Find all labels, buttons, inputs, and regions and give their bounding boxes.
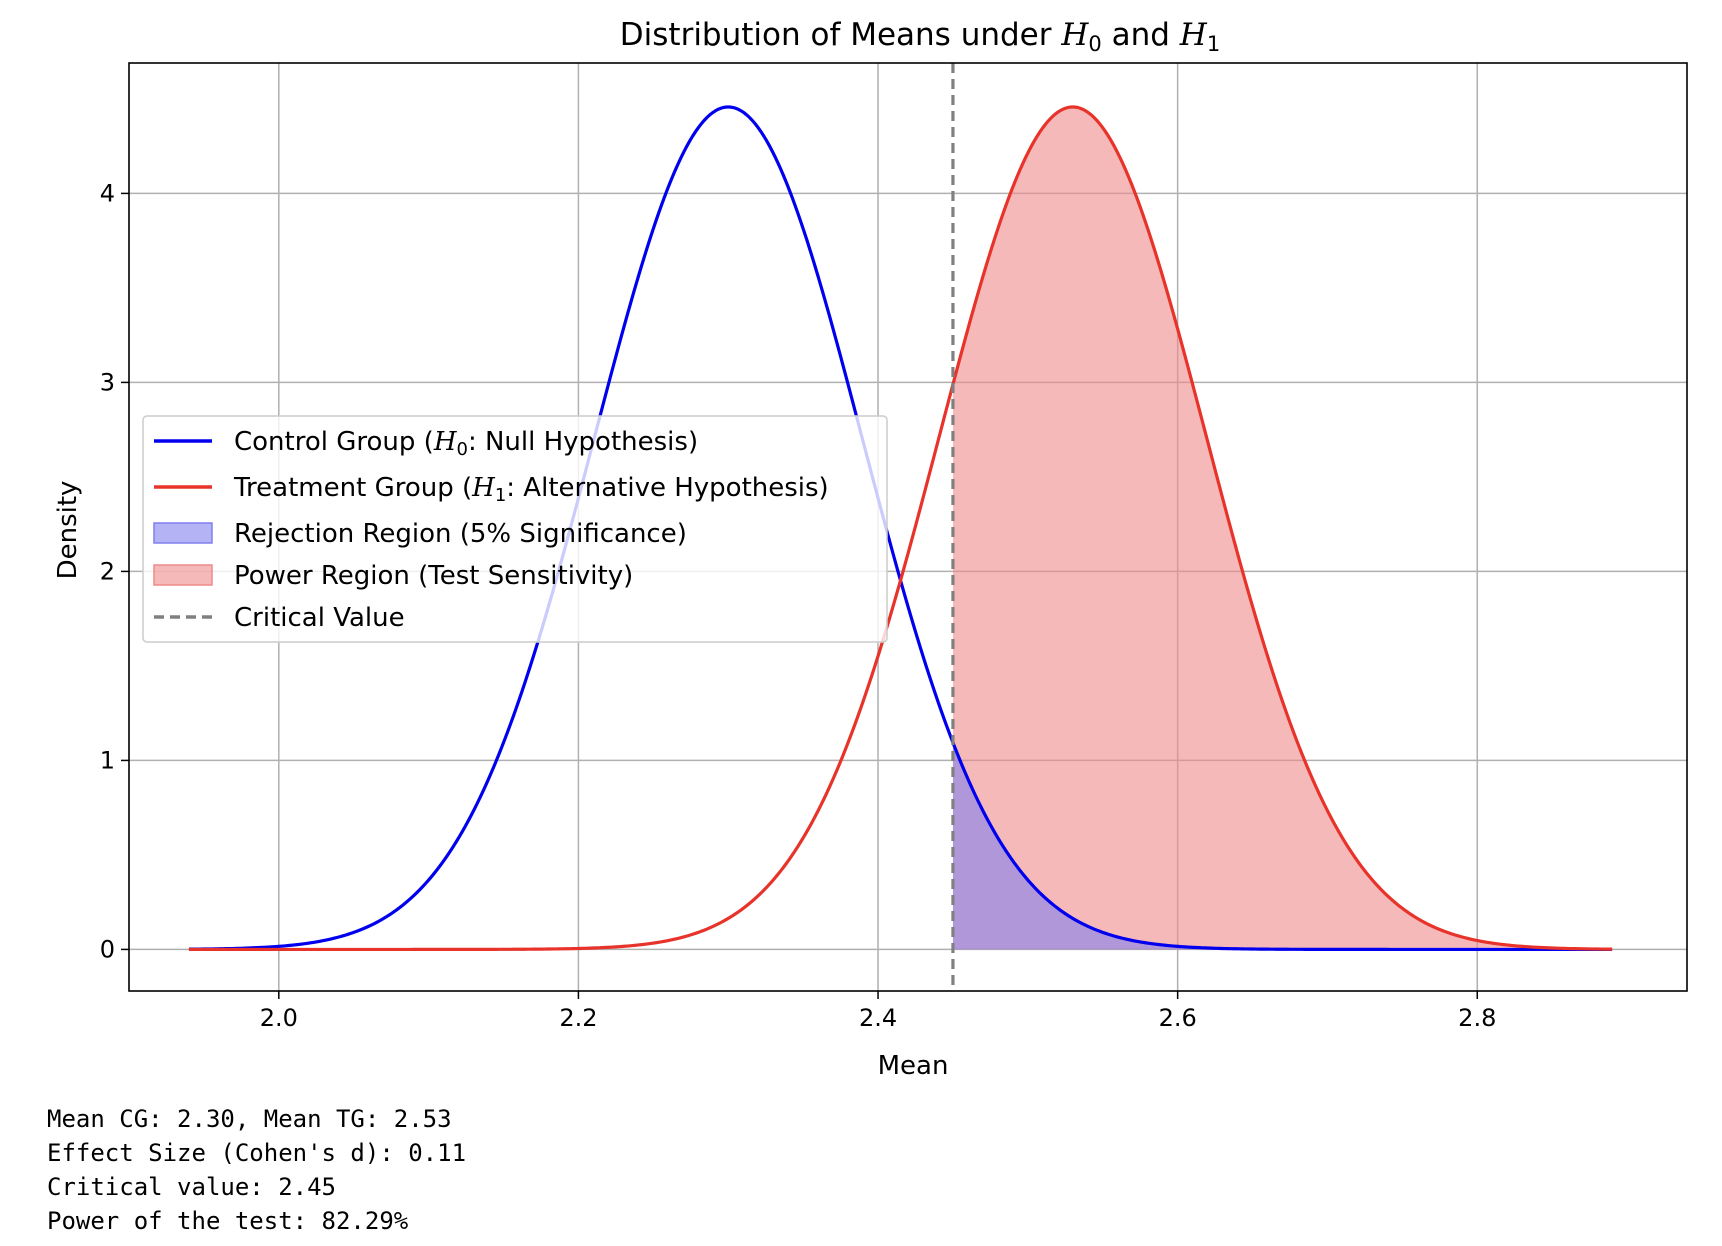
- stats-critical-value: Critical value: 2.45: [47, 1173, 336, 1201]
- y-axis-label: Density: [53, 481, 83, 580]
- legend: Control Group (H0: Null Hypothesis) Trea…: [142, 415, 888, 643]
- legend-handle-power-region: [153, 564, 213, 586]
- x-tick-label-0: 2.0: [260, 1004, 298, 1032]
- curves: [188, 63, 1613, 991]
- region-fills: [952, 106, 1613, 950]
- rejection-region: [952, 742, 1613, 950]
- y-tick-label-0: 0: [100, 935, 115, 963]
- x-tick-label-4: 2.8: [1458, 1004, 1496, 1032]
- plot-frame: [128, 62, 1688, 992]
- treatment-group-curve: [188, 105, 1613, 952]
- stats-annotations: Mean CG: 2.30, Mean TG: 2.53 Effect Size…: [47, 1102, 466, 1238]
- ticks: 2.0 2.2 2.4 2.6 2.8 0 1 2 3 4: [100, 179, 1497, 1032]
- y-tick-label-3: 3: [100, 368, 115, 396]
- x-tick-label-1: 2.2: [559, 1004, 597, 1032]
- legend-handle-rejection-region: [153, 522, 213, 544]
- legend-label-rejection-region: Rejection Region (5% Significance): [234, 519, 687, 549]
- power-region: [952, 106, 1613, 950]
- y-tick-label-4: 4: [100, 179, 115, 207]
- legend-label-power-region: Power Region (Test Sensitivity): [234, 561, 633, 591]
- stats-effect-size: Effect Size (Cohen's d): 0.11: [47, 1139, 467, 1167]
- y-tick-label-2: 2: [100, 557, 115, 585]
- chart-title: Distribution of Means under H0 and H1: [620, 17, 1220, 56]
- stats-means: Mean CG: 2.30, Mean TG: 2.53: [47, 1105, 452, 1133]
- x-tick-label-2: 2.4: [859, 1004, 897, 1032]
- legend-label-treatment: Treatment Group (H1: Alternative Hypothe…: [233, 473, 829, 506]
- stats-power: Power of the test: 82.29%: [47, 1207, 409, 1235]
- x-tick-label-3: 2.6: [1159, 1004, 1197, 1032]
- legend-box: [142, 415, 888, 643]
- legend-label-critical-value: Critical Value: [234, 603, 405, 633]
- y-tick-label-1: 1: [100, 746, 115, 774]
- legend-label-control: Control Group (H0: Null Hypothesis): [234, 427, 698, 460]
- x-axis-label: Mean: [878, 1051, 949, 1081]
